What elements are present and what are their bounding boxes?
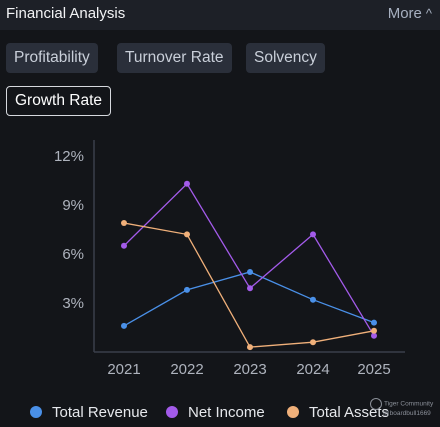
data-point-net-income[interactable]: [121, 242, 127, 249]
legend-item-total-revenue[interactable]: Total Revenue: [30, 404, 148, 421]
legend-dot-net-income: [166, 406, 178, 418]
tab-turnover-rate[interactable]: Turnover Rate: [117, 43, 232, 73]
tab-profitability[interactable]: Profitability: [6, 43, 98, 73]
legend-dot-total-revenue: [30, 406, 42, 418]
series-lines: [123, 182, 375, 348]
y-tick-label: 9%: [62, 197, 84, 214]
tab-solvency[interactable]: Solvency: [246, 43, 325, 73]
data-point-total-assets[interactable]: [310, 339, 316, 346]
data-point-total-revenue[interactable]: [310, 296, 316, 303]
series-line-total-revenue: [123, 271, 375, 327]
series-points: [121, 180, 377, 351]
data-point-total-assets[interactable]: [121, 220, 127, 226]
watermark-line2: @boardbull1669: [383, 410, 431, 417]
y-tick-label: 3%: [62, 295, 84, 312]
legend-dot-total-assets: [287, 406, 299, 418]
legend-label-total-revenue: Total Revenue: [52, 404, 148, 421]
data-point-net-income[interactable]: [184, 180, 190, 187]
legend-label-total-assets: Total Assets: [309, 404, 390, 421]
data-point-net-income[interactable]: [371, 332, 377, 339]
data-point-total-assets[interactable]: [247, 344, 253, 351]
data-point-total-revenue[interactable]: [184, 286, 190, 293]
more-label: More: [387, 5, 422, 22]
data-point-net-income[interactable]: [247, 285, 253, 292]
chevron-up-icon: ^: [425, 6, 432, 21]
legend-label-net-income: Net Income: [188, 404, 265, 421]
page-title: Financial Analysis: [6, 5, 126, 22]
y-tick-label: 6%: [62, 246, 84, 263]
x-tick-label: 2025: [357, 361, 390, 378]
y-tick-label: 12%: [54, 148, 84, 165]
tiger-logo-icon: [370, 398, 382, 410]
x-tick-label: 2021: [107, 361, 140, 378]
watermark-line1: Tiger Community: [384, 400, 434, 408]
data-point-total-revenue[interactable]: [121, 322, 127, 329]
x-tick-label: 2024: [296, 361, 329, 378]
tab-growth-rate[interactable]: Growth Rate: [6, 86, 112, 116]
x-tick-label: 2023: [233, 361, 266, 378]
data-point-total-revenue[interactable]: [371, 319, 377, 326]
data-point-total-assets[interactable]: [184, 231, 190, 238]
chart-legend: Total Revenue Net Income Total Assets: [0, 404, 440, 426]
x-tick-label: 2022: [170, 361, 203, 378]
legend-item-net-income[interactable]: Net Income: [166, 404, 265, 421]
series-line-total-assets: [123, 222, 375, 348]
header-bar: Financial Analysis More ^: [0, 0, 440, 30]
data-point-total-assets[interactable]: [371, 327, 377, 334]
more-button[interactable]: More ^: [388, 5, 432, 22]
data-point-net-income[interactable]: [310, 231, 316, 238]
legend-item-total-assets[interactable]: Total Assets: [287, 404, 389, 421]
data-point-total-revenue[interactable]: [247, 269, 253, 275]
series-line-net-income: [123, 182, 375, 337]
y-axis-labels: 3% 6% 9% 12%: [54, 148, 84, 312]
chart-axes: [93, 140, 405, 353]
watermark: Tiger Community @boardbull1669: [370, 398, 433, 418]
x-axis-labels: 2021 2022 2023 2024 2025: [107, 361, 390, 378]
